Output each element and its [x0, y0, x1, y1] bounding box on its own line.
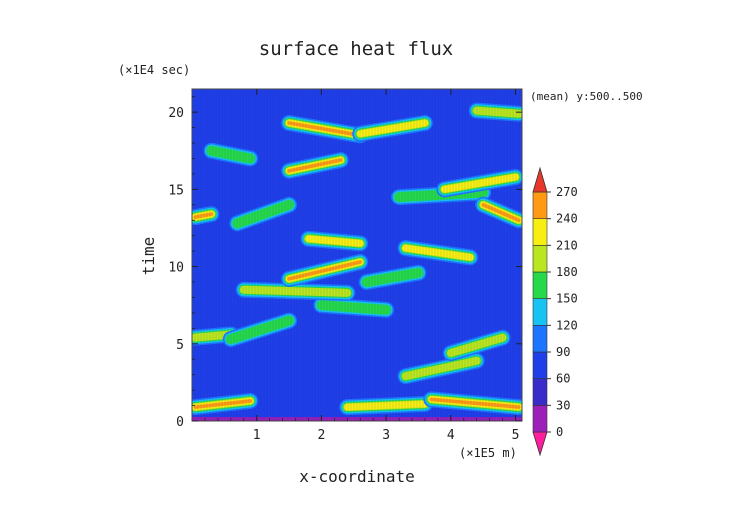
heatmap-streak	[281, 152, 349, 179]
colorbar-under-triangle	[532, 431, 548, 457]
colorbar-label: 150	[556, 292, 578, 306]
colorbar: 0 30 60 90 120 150 180 210 240 270	[532, 166, 578, 457]
colorbar-label: 210	[556, 238, 578, 252]
colorbar-segment	[532, 378, 548, 406]
x-tick-label: 3	[382, 428, 390, 443]
colorbar-segment	[532, 351, 548, 379]
heatmap-streak	[423, 391, 522, 416]
heatmap-streak	[192, 206, 220, 226]
colorbar-segment	[532, 245, 548, 273]
heatmap-streak	[300, 230, 369, 252]
heatmap-streak	[442, 329, 511, 362]
streak-contour-level	[441, 174, 519, 192]
colorbar-label: 180	[556, 265, 578, 279]
streak-contour-level	[403, 245, 473, 260]
x-tick-label: 4	[447, 428, 455, 443]
colorbar-segment	[532, 298, 548, 326]
x-axis: 1 2 3 4 5	[204, 89, 520, 443]
streak-contour-level	[206, 145, 256, 164]
colorbar-segment	[532, 191, 548, 219]
colorbar-label: 240	[556, 212, 578, 226]
heatmap-streak	[468, 102, 522, 122]
streak-contour-level	[194, 212, 213, 219]
streak-contour-level	[233, 200, 294, 228]
heatmap-area	[192, 89, 522, 421]
heatmap-baseline-band	[192, 417, 522, 421]
heatmap-streak	[339, 396, 433, 416]
y-axis-label: time	[139, 237, 158, 276]
y-unit-label: (×1E4 sec)	[118, 63, 190, 77]
y-axis: 0 5 10 15 20	[168, 96, 522, 430]
heatmap-streak	[358, 264, 427, 291]
plot-frame	[191, 88, 523, 422]
y-tick-label: 20	[168, 106, 184, 121]
streak-contour-level	[358, 121, 427, 136]
x-tick-label: 1	[253, 428, 261, 443]
y-tick-label: 0	[176, 415, 184, 430]
heatmap-streak	[235, 281, 356, 301]
colorbar-segment	[532, 325, 548, 353]
heatmap-streak	[281, 253, 369, 287]
heatmap-streak	[436, 169, 522, 198]
x-axis-label: x-coordinate	[299, 467, 415, 486]
heatmap-streak	[281, 114, 369, 144]
colorbar-label: 60	[556, 372, 570, 386]
heatmap-streak	[222, 312, 298, 348]
streak-contour-level	[446, 333, 507, 358]
streak-contour-level	[287, 121, 362, 137]
heatmap-streak	[352, 114, 433, 142]
x-tick-label: 2	[317, 428, 325, 443]
heatmap-streak	[313, 297, 395, 318]
streak-contour-level	[240, 286, 351, 297]
streak-contour-level	[287, 260, 362, 281]
streak-contour-level	[226, 316, 294, 344]
streak-contour-level	[430, 398, 520, 409]
streak-contour-level	[402, 357, 480, 380]
colorbar-over-triangle	[532, 166, 548, 193]
streak-contour-level	[481, 203, 520, 222]
colorbar-label: 90	[556, 345, 570, 359]
x-tick-label: 5	[512, 428, 520, 443]
colorbar-label: 270	[556, 185, 578, 199]
colorbar-label: 120	[556, 318, 578, 332]
colorbar-segment	[532, 271, 548, 299]
heatmap-streak	[475, 196, 522, 229]
heatmap-features	[192, 102, 522, 416]
streak-contour-level	[345, 402, 427, 409]
streak-contour-level	[472, 106, 522, 118]
x-unit-label: (×1E5 m)	[459, 446, 517, 460]
heatmap-streak	[397, 352, 485, 385]
y-tick-label: 5	[176, 338, 184, 353]
colorbar-segment	[532, 405, 548, 433]
y-tick-label: 10	[168, 261, 184, 276]
y-tick-label: 15	[168, 183, 184, 198]
colorbar-segment	[532, 218, 548, 246]
streak-contour-level	[194, 399, 252, 409]
heatmap-streak	[203, 142, 259, 167]
colorbar-label: 30	[556, 398, 570, 412]
streak-contour-level	[362, 268, 423, 287]
mean-annotation: (mean) y:500..500	[530, 90, 643, 103]
heatmap-streak	[229, 196, 298, 232]
streak-contour-level	[306, 236, 363, 246]
colorbar-label: 0	[556, 425, 563, 439]
grid-mesh-overlay	[192, 89, 522, 421]
heatmap-streak	[192, 392, 259, 416]
streak-contour-level	[287, 158, 343, 173]
heatmap-streak	[397, 240, 479, 266]
streak-contour-level	[316, 300, 392, 315]
chart-title: surface heat flux	[259, 38, 453, 60]
